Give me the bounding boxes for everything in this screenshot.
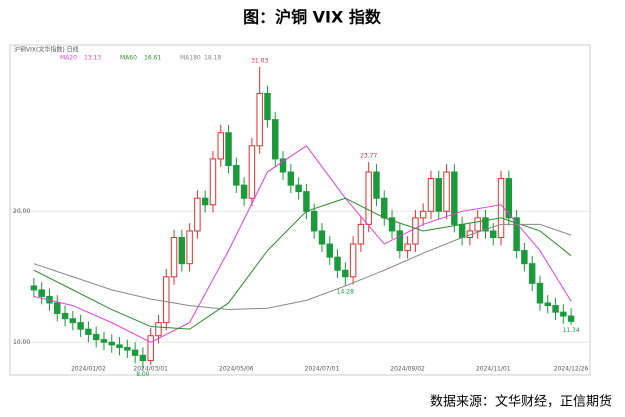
candle-body xyxy=(474,217,481,232)
candle-body xyxy=(482,217,489,232)
candle-body xyxy=(54,302,61,314)
candle-body xyxy=(186,230,193,265)
candle-body xyxy=(147,335,154,362)
candle-body xyxy=(349,243,357,278)
candle-body xyxy=(404,243,411,252)
candle-body xyxy=(318,230,326,245)
annotation: 14.28 xyxy=(337,289,354,296)
source: 数据来源：文华财经，正信期货 xyxy=(430,394,612,410)
ma-line xyxy=(33,145,572,343)
legend-name: MA180 xyxy=(180,55,201,62)
candle-body xyxy=(163,276,170,324)
candle-body xyxy=(373,171,380,199)
candle-body xyxy=(38,289,45,297)
candle-body xyxy=(513,217,520,252)
candle-body xyxy=(225,132,232,166)
candle-body xyxy=(256,92,263,147)
candle-body xyxy=(272,119,279,160)
candle-body xyxy=(233,164,240,186)
x-tick-label: 2024/03/01 xyxy=(133,366,168,373)
candle-body xyxy=(264,92,271,121)
candle-body xyxy=(201,197,209,206)
legend-name: MA20 xyxy=(60,55,77,62)
candle-body xyxy=(388,217,396,232)
legend-value: 16.61 xyxy=(144,55,161,62)
candle-body xyxy=(100,339,108,343)
y-tick-label: 10.00 xyxy=(13,339,30,346)
candle-body xyxy=(505,178,513,219)
x-tick-label: 2024/12/26 xyxy=(554,366,589,373)
candle-body xyxy=(490,230,497,238)
candle-body xyxy=(528,263,536,284)
candle-body xyxy=(69,318,77,324)
candle-body xyxy=(560,311,567,317)
candle-body xyxy=(342,269,349,278)
candle-body xyxy=(139,354,147,362)
candle-body xyxy=(92,333,100,341)
chart-title: 图：沪铜 VIX 指数 xyxy=(243,8,382,27)
candle-body xyxy=(567,315,575,322)
candle-body xyxy=(521,250,528,265)
candle-body xyxy=(279,158,287,173)
legend-value: 13.13 xyxy=(84,55,101,62)
annotation: 23.77 xyxy=(360,152,377,159)
candle-body xyxy=(155,322,162,337)
candle-body xyxy=(30,285,38,291)
ma-line xyxy=(33,197,572,330)
candle-body xyxy=(131,349,139,356)
candle-body xyxy=(396,230,404,252)
candle-body xyxy=(248,145,256,199)
candle-body xyxy=(419,210,427,219)
x-tick-label: 2024/09/02 xyxy=(390,366,425,373)
candle-body xyxy=(303,191,310,212)
candle-body xyxy=(365,171,372,225)
x-tick-label: 2024/07/01 xyxy=(305,366,340,373)
candle-body xyxy=(287,171,295,186)
candle-body xyxy=(381,197,388,219)
candle-body xyxy=(194,197,201,232)
candle-body xyxy=(61,312,69,320)
candle-body xyxy=(217,132,224,160)
candle-body xyxy=(170,237,178,278)
candle-body xyxy=(295,184,302,193)
candle-body xyxy=(552,305,559,313)
candle-body xyxy=(178,237,186,265)
candle-body xyxy=(310,210,318,232)
x-tick-label: 2024/05/06 xyxy=(219,366,254,373)
candle-body xyxy=(124,347,131,351)
candle-body xyxy=(412,217,419,245)
subtitle: 沪铜VIX(文华指数) 日线 xyxy=(14,46,79,54)
candle-body xyxy=(427,178,435,212)
candle-body xyxy=(497,178,505,238)
legend-value: 18.18 xyxy=(204,55,221,62)
candle-body xyxy=(77,322,84,330)
candle-body xyxy=(435,178,442,212)
candle-body xyxy=(240,184,248,199)
x-tick-label: 2024/11/01 xyxy=(476,366,511,373)
x-tick-label: 2024/01/02 xyxy=(71,366,106,373)
candle-body xyxy=(544,302,551,307)
annotation: 31.03 xyxy=(251,57,268,64)
candle-body xyxy=(443,171,450,212)
candle-body xyxy=(326,243,333,258)
ma-line xyxy=(33,223,572,311)
legend-name: MA60 xyxy=(120,55,137,62)
candle-body xyxy=(116,344,123,348)
y-tick-label: 20.00 xyxy=(13,208,30,215)
candle-body xyxy=(108,341,115,346)
candle-body xyxy=(209,158,217,206)
candle-body xyxy=(536,282,544,304)
annotation: 8.00 xyxy=(136,371,150,378)
candle-body xyxy=(458,223,466,238)
candle-body xyxy=(357,223,365,245)
candle-body xyxy=(451,171,458,225)
candle-body xyxy=(85,328,92,335)
candle-body xyxy=(334,256,341,271)
annotation: 11.34 xyxy=(563,327,580,334)
